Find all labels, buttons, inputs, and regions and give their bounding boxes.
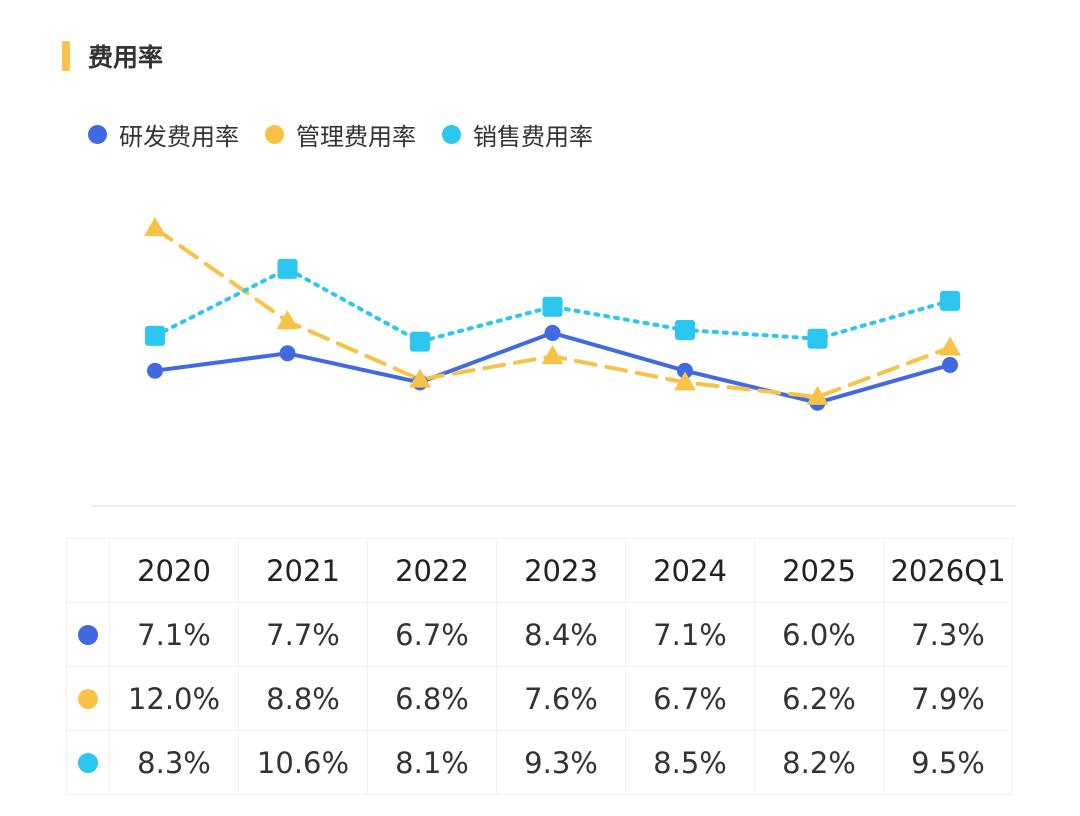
table-cell: 6.2%: [754, 666, 884, 731]
chart-title: 费用率: [88, 43, 164, 72]
table-header-cell: 2022: [367, 538, 497, 603]
table-header-cell: 2024: [625, 538, 755, 603]
data-point-sales[interactable]: [410, 331, 430, 352]
table-row-rd: 7.1% 7.7% 6.7% 8.4% 7.1% 6.0% 7.3%: [66, 602, 1013, 667]
table-cell: 7.6%: [496, 666, 626, 731]
data-point-admin[interactable]: [144, 217, 166, 237]
legend-item-admin[interactable]: 管理费用率: [265, 117, 416, 152]
data-point-rd[interactable]: [677, 362, 693, 379]
data-point-admin[interactable]: [541, 345, 564, 365]
table-row-admin: 12.0% 8.8% 6.8% 7.6% 6.7% 6.2% 7.9%: [66, 666, 1013, 731]
table-cell: 8.1%: [367, 730, 497, 795]
data-table: 2020 2021 2022 2023 2024 2025 2026Q1 7.1…: [66, 538, 1013, 795]
line-chart: [144, 217, 961, 411]
legend-dot-rd: [88, 124, 107, 144]
data-point-admin[interactable]: [939, 336, 961, 356]
table-cell: 7.7%: [238, 602, 368, 667]
data-point-admin[interactable]: [806, 385, 829, 405]
data-point-rd[interactable]: [544, 324, 561, 341]
table-corner-cell: [66, 538, 110, 603]
legend-label-rd: 研发费用率: [119, 122, 239, 151]
title-accent-bar: [62, 41, 70, 71]
data-point-admin[interactable]: [674, 371, 696, 391]
table-cell: 7.9%: [883, 666, 1013, 731]
table-header-cell: 2020: [109, 538, 239, 603]
table-header-cell: 2023: [496, 538, 626, 603]
data-point-rd[interactable]: [942, 356, 958, 373]
row-dot-rd: [78, 624, 98, 645]
table-cell: 7.3%: [883, 602, 1013, 667]
chart-divider: [92, 505, 1016, 507]
legend-item-rd[interactable]: 研发费用率: [88, 117, 239, 152]
table-cell: 6.7%: [367, 602, 497, 667]
legend-dot-sales: [442, 124, 461, 144]
table-header-cell: 2026Q1: [883, 538, 1013, 603]
legend-label-sales: 销售费用率: [473, 122, 593, 151]
table-header-cell: 2021: [238, 538, 368, 603]
data-point-rd[interactable]: [147, 362, 163, 379]
table-cell: 8.8%: [238, 666, 368, 731]
row-dot-sales: [78, 752, 98, 773]
legend-item-sales[interactable]: 销售费用率: [442, 117, 593, 152]
row-marker-cell: [66, 730, 110, 795]
table-cell: 9.3%: [496, 730, 626, 795]
row-marker-cell: [66, 602, 110, 667]
data-point-sales[interactable]: [145, 325, 165, 346]
table-header-cell: 2025: [754, 538, 884, 603]
chart-title-group: 费用率: [62, 38, 163, 74]
data-point-sales[interactable]: [277, 258, 298, 279]
table-cell: 6.8%: [367, 666, 497, 731]
data-point-admin[interactable]: [276, 310, 299, 330]
row-dot-admin: [78, 688, 98, 709]
data-point-rd[interactable]: [279, 345, 296, 362]
table-cell: 7.1%: [109, 602, 239, 667]
row-marker-cell: [66, 666, 110, 731]
table-cell: 9.5%: [883, 730, 1013, 795]
table-cell: 7.1%: [625, 602, 755, 667]
table-cell: 12.0%: [109, 666, 239, 731]
table-cell: 8.5%: [625, 730, 755, 795]
legend-dot-admin: [265, 124, 284, 144]
data-point-sales[interactable]: [542, 296, 563, 317]
table-cell: 8.4%: [496, 602, 626, 667]
table-cell: 8.2%: [754, 730, 884, 795]
table-cell: 6.0%: [754, 602, 884, 667]
table-row-sales: 8.3% 10.6% 8.1% 9.3% 8.5% 8.2% 9.5%: [66, 730, 1013, 795]
table-cell: 10.6%: [238, 730, 368, 795]
table-cell: 6.7%: [625, 666, 755, 731]
data-point-admin[interactable]: [409, 368, 431, 388]
data-point-sales[interactable]: [940, 290, 960, 311]
table-cell: 8.3%: [109, 730, 239, 795]
legend: 研发费用率 管理费用率 销售费用率: [88, 114, 619, 154]
table-header-row: 2020 2021 2022 2023 2024 2025 2026Q1: [66, 538, 1013, 603]
legend-label-admin: 管理费用率: [296, 122, 416, 151]
data-point-sales[interactable]: [807, 328, 828, 349]
data-point-sales[interactable]: [675, 320, 695, 340]
